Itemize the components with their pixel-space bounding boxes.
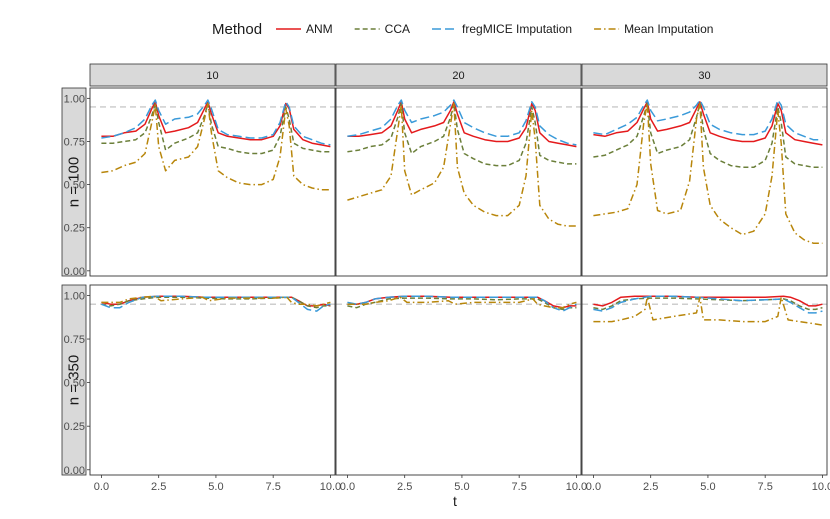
panel-n-350-10: 0.0 2.5 5.0 7.5 10.0 xyxy=(89,284,341,493)
row-strip-label: n = 100 xyxy=(66,157,83,207)
series-line-fregmice-imputation xyxy=(347,99,577,146)
legend: Method ANM CCA fregMICE Imputation Mean Imp… xyxy=(212,21,713,38)
panel-n-350-30: 0.0 2.5 5.0 7.5 10.0 xyxy=(581,284,830,493)
row-strip-n-350: n = 350 xyxy=(61,284,87,476)
column-strip-label: 30 xyxy=(698,70,710,82)
x-tick-label: 10.0 xyxy=(812,481,830,493)
y-tick-label: 0.00 xyxy=(64,266,85,278)
panel-border xyxy=(89,284,336,476)
y-tick-label: 0.25 xyxy=(64,421,85,433)
column-strip-background xyxy=(335,63,582,87)
panel-n-100-20 xyxy=(335,87,582,277)
x-axis-20: 0.0 2.5 5.0 7.5 10.0 xyxy=(340,475,587,493)
series-line-fregmice-imputation xyxy=(347,295,577,312)
x-tick-label: 0.0 xyxy=(586,481,601,493)
x-tick-label: 2.5 xyxy=(397,481,412,493)
legend-item-mean-imputation: Mean Imputation xyxy=(594,22,713,36)
series-line-anm xyxy=(347,101,577,148)
column-strip-10: 10 xyxy=(89,63,336,87)
x-tick-label: 5.0 xyxy=(700,481,715,493)
panel-background xyxy=(582,88,827,276)
series-line-fregmice-imputation xyxy=(593,99,823,141)
x-axis-10: 0.0 2.5 5.0 7.5 10.0 xyxy=(94,475,341,493)
series-line-mean-imputation xyxy=(347,102,577,227)
series-line-mean-imputation xyxy=(347,296,577,309)
y-tick-label: 0.25 xyxy=(64,223,85,235)
y-tick-label: 1.00 xyxy=(64,93,85,105)
y-tick-label: 0.00 xyxy=(64,465,85,477)
column-strip-30: 30 xyxy=(581,63,828,87)
panel-n-350-20: 0.0 2.5 5.0 7.5 10.0 xyxy=(335,284,587,493)
panel-background xyxy=(90,285,335,475)
legend-label-cca: CCA xyxy=(385,22,410,36)
panel-background xyxy=(582,285,827,475)
panel-border xyxy=(581,87,828,277)
y-tick-label: 0.50 xyxy=(64,378,85,390)
column-strip-label: 20 xyxy=(452,70,464,82)
x-tick-label: 10.0 xyxy=(320,481,341,493)
series-line-mean-imputation xyxy=(101,295,331,307)
series-line-cca xyxy=(101,296,331,309)
series-line-fregmice-imputation xyxy=(593,295,823,314)
legend-label-mean-imputation: Mean Imputation xyxy=(624,22,713,36)
y-axis-row-2: 0.00 0.25 0.50 0.75 1.00 xyxy=(64,290,90,477)
x-tick-label: 7.5 xyxy=(758,481,773,493)
x-tick-label: 7.5 xyxy=(512,481,527,493)
x-tick-label: 5.0 xyxy=(454,481,469,493)
x-tick-label: 2.5 xyxy=(643,481,658,493)
row-strip-background xyxy=(61,87,87,277)
series-line-anm xyxy=(593,101,823,146)
series-line-cca xyxy=(593,102,823,169)
panel-background xyxy=(90,88,335,276)
column-strip-background xyxy=(581,63,828,87)
series-line-mean-imputation xyxy=(593,102,823,244)
x-tick-label: 2.5 xyxy=(151,481,166,493)
panel-border xyxy=(335,284,582,476)
panels-area: 10 20 30 n = 100 n = 350 0.00 0.25 0.50 0.75 1.00… xyxy=(61,63,830,493)
y-tick-label: 0.75 xyxy=(64,334,85,346)
x-tick-label: 7.5 xyxy=(266,481,281,493)
series-line-fregmice-imputation xyxy=(101,99,331,146)
legend-item-anm: ANM xyxy=(276,22,333,36)
series-line-cca xyxy=(593,297,823,311)
panel-border xyxy=(335,87,582,277)
x-axis-30: 0.0 2.5 5.0 7.5 10.0 xyxy=(586,475,830,493)
y-tick-label: 0.75 xyxy=(64,136,85,148)
legend-label-anm: ANM xyxy=(306,22,333,36)
y-tick-label: 0.50 xyxy=(64,180,85,192)
legend-title: Method xyxy=(212,21,262,38)
row-strip-label: n = 350 xyxy=(66,355,83,405)
y-tick-label: 1.00 xyxy=(64,290,85,302)
panel-border xyxy=(581,284,828,476)
panel-n-100-30 xyxy=(581,87,828,277)
legend-item-cca: CCA xyxy=(354,22,410,36)
y-axis-row-1: 0.00 0.25 0.50 0.75 1.00 xyxy=(64,93,90,278)
series-line-mean-imputation xyxy=(593,296,823,326)
x-axis-title: t xyxy=(453,493,457,509)
panel-n-100-10 xyxy=(89,87,336,277)
panel-border xyxy=(89,87,336,277)
panel-background xyxy=(336,88,581,276)
x-tick-label: 0.0 xyxy=(340,481,355,493)
series-line-anm xyxy=(593,295,823,307)
series-line-cca xyxy=(101,102,331,155)
series-line-fregmice-imputation xyxy=(101,295,331,312)
column-strip-background xyxy=(89,63,336,87)
legend-label-fregmice-imputation: fregMICE Imputation xyxy=(462,22,572,36)
column-strip-label: 10 xyxy=(206,70,218,82)
panel-background xyxy=(336,285,581,475)
row-strip-n-100: n = 100 xyxy=(61,87,87,277)
x-tick-label: 5.0 xyxy=(208,481,223,493)
series-line-mean-imputation xyxy=(101,102,331,191)
column-strip-20: 20 xyxy=(335,63,582,87)
series-line-anm xyxy=(347,295,577,309)
x-tick-label: 10.0 xyxy=(566,481,587,493)
row-strip-background xyxy=(61,284,87,476)
legend-item-fregmice-imputation: fregMICE Imputation xyxy=(432,22,572,36)
x-tick-label: 0.0 xyxy=(94,481,109,493)
